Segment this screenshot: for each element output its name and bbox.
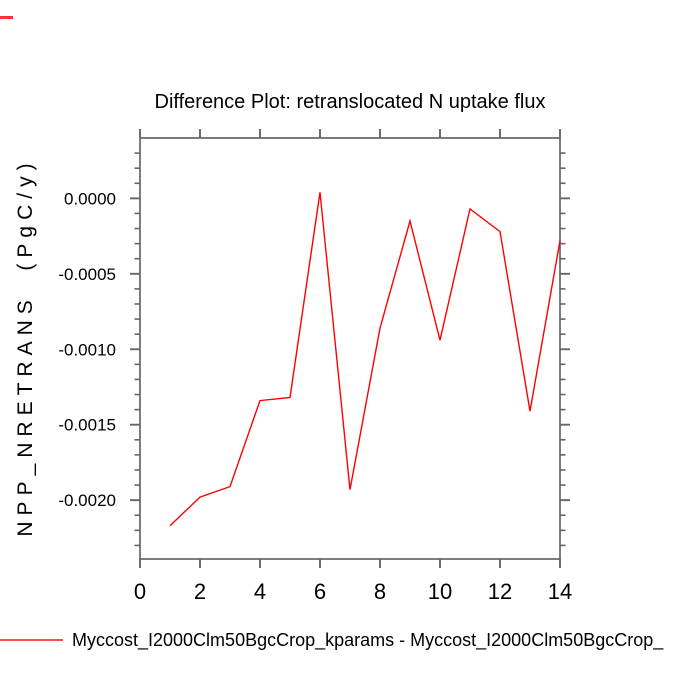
legend: Myccost_I2000Clm50BgcCrop_kparams - Mycc… (0, 626, 700, 654)
x-tick-label: 2 (194, 579, 206, 604)
y-tick-label: -0.0010 (58, 340, 116, 359)
x-tick-label: 10 (428, 579, 452, 604)
x-tick-label: 0 (134, 579, 146, 604)
x-tick-label: 6 (314, 579, 326, 604)
plot-frame (139, 137, 561, 560)
clipped-legend-line-top (0, 16, 13, 19)
x-tick-label: 4 (254, 579, 266, 604)
chart-title: Difference Plot: retranslocated N uptake… (154, 91, 546, 113)
y-tick-label: 0.0000 (64, 189, 116, 208)
legend-line-sample (0, 639, 63, 641)
x-tick-label: 12 (488, 579, 512, 604)
y-tick-label: -0.0015 (58, 416, 116, 435)
x-tick-label: 8 (374, 579, 386, 604)
y-tick-label: -0.0005 (58, 265, 116, 284)
data-line-series-0 (169, 192, 561, 527)
x-tick-label: 14 (548, 579, 572, 604)
legend-label: Myccost_I2000Clm50BgcCrop_kparams - Mycc… (72, 629, 664, 650)
y-tick-label: -0.0020 (58, 491, 116, 510)
